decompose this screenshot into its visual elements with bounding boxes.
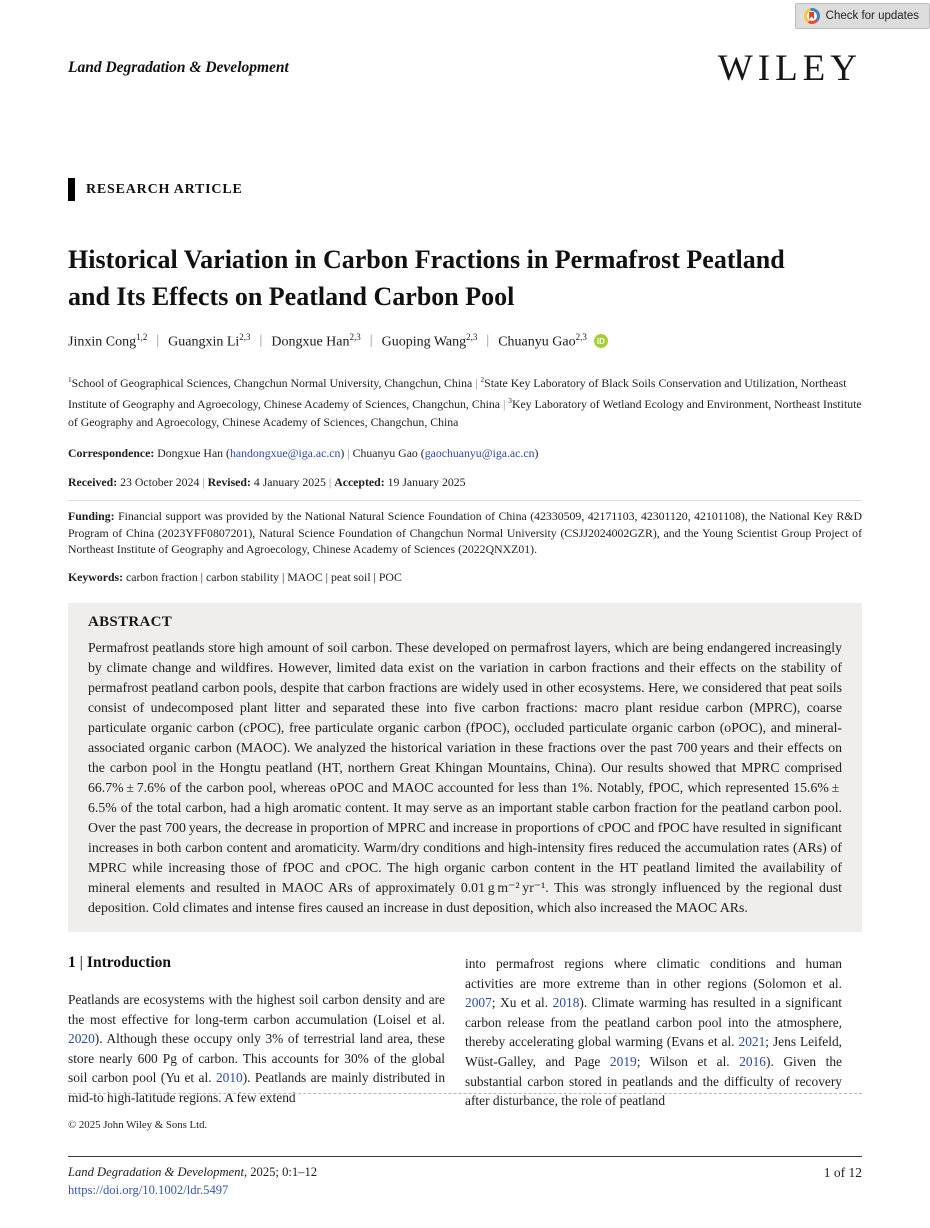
abstract-section: ABSTRACT Permafrost peatlands store high… <box>68 603 862 932</box>
article-title: Historical Variation in Carbon Fractions… <box>68 245 785 311</box>
citation-link[interactable]: 2010 <box>215 1070 243 1086</box>
citation-link[interactable]: 2021 <box>738 1034 766 1050</box>
column-left: 1 | Introduction Peatlands are ecosystem… <box>68 954 445 1111</box>
journal-name: Land Degradation & Development <box>68 59 289 76</box>
citation-link[interactable]: 2016 <box>739 1053 766 1069</box>
correspondence-email-link[interactable]: gaochuanyu@iga.ac.cn <box>424 446 535 460</box>
dashed-divider <box>68 1093 862 1094</box>
intro-paragraph-left: Peatlands are ecosystems with the highes… <box>68 992 446 1105</box>
funding-line: Funding: Financial support was provided … <box>68 509 863 556</box>
author-name: Guangxin Li <box>168 334 240 350</box>
keywords-line: Keywords: carbon fraction | carbon stabi… <box>68 569 402 584</box>
footer-row: Land Degradation & Development, 2025; 0:… <box>68 1165 862 1199</box>
wiley-logo: WILEY <box>717 47 862 89</box>
citation-link[interactable]: 2020 <box>68 1031 95 1047</box>
journal-citation: Land Degradation & Development, 2025; 0:… <box>68 1165 318 1179</box>
article-type-bar <box>68 178 75 201</box>
page-footer: © 2025 John Wiley & Sons Ltd. Land Degra… <box>68 1093 862 1199</box>
footer-citation-block: Land Degradation & Development, 2025; 0:… <box>68 1165 317 1199</box>
author: Chuanyu Gao2,3 <box>498 332 587 351</box>
dates-line: Received: 23 October 2024 | Revised: 4 J… <box>68 474 466 489</box>
introduction-heading: 1 | Introduction <box>68 954 172 971</box>
introduction-section: 1 | Introduction Peatlands are ecosystem… <box>68 954 862 1111</box>
author-affiliation-sup: 2,3 <box>466 332 478 342</box>
page-header: Land Degradation & Development WILEY <box>68 0 862 92</box>
crossmark-icon <box>803 8 820 24</box>
abstract-text: Permafrost peatlands store high amount o… <box>88 640 842 915</box>
author-affiliation-sup: 2,3 <box>575 332 587 342</box>
citation-link[interactable]: 2018 <box>552 995 580 1011</box>
doi-link[interactable]: https://doi.org/10.1002/ldr.5497 <box>68 1183 229 1197</box>
check-for-updates-button[interactable]: Check for updates <box>794 3 930 29</box>
copyright-notice: © 2025 John Wiley & Sons Ltd. <box>68 1119 208 1131</box>
author-name: Jinxin Cong <box>68 334 137 350</box>
correspondence-email-link[interactable]: handongxue@iga.ac.cn <box>229 446 341 460</box>
citation-link[interactable]: 2007 <box>465 995 492 1011</box>
author-name: Dongxue Han <box>271 334 350 350</box>
affiliations: 1School of Geographical Sciences, Changc… <box>68 374 862 429</box>
article-type: RESEARCH ARTICLE <box>68 178 862 201</box>
author: Jinxin Cong1,2 <box>68 332 147 351</box>
author-separator: | <box>369 333 373 349</box>
bookmark-icon <box>809 11 815 20</box>
author-separator: | <box>156 333 160 349</box>
author-affiliation-sup: 2,3 <box>239 332 251 342</box>
author-affiliation-sup: 1,2 <box>136 332 148 342</box>
orcid-icon[interactable]: iD <box>593 334 608 349</box>
author: Dongxue Han2,3 <box>271 332 360 351</box>
author-separator: | <box>259 333 263 349</box>
author-name: Chuanyu Gao <box>498 334 576 350</box>
author-separator: | <box>486 333 490 349</box>
page-number: 1 of 12 <box>823 1165 862 1180</box>
section-divider <box>68 500 862 501</box>
author: Guoping Wang2,3 <box>382 332 478 351</box>
author-list: Jinxin Cong1,2 | Guangxin Li2,3 | Dongxu… <box>68 332 862 351</box>
author: Guangxin Li2,3 <box>168 332 250 351</box>
citation-link[interactable]: 2019 <box>609 1053 637 1069</box>
correspondence-line: Correspondence: Dongxue Han (handongxue@… <box>68 446 539 460</box>
author-affiliation-sup: 2,3 <box>349 332 361 342</box>
footer-rule <box>68 1156 862 1157</box>
article-type-label: RESEARCH ARTICLE <box>86 181 243 197</box>
check-for-updates-label: Check for updates <box>825 10 919 22</box>
author-name: Guoping Wang <box>381 334 467 350</box>
intro-paragraph-right: into permafrost regions where climatic c… <box>465 956 843 1109</box>
column-right: into permafrost regions where climatic c… <box>465 954 842 1111</box>
abstract-heading: ABSTRACT <box>88 614 173 630</box>
